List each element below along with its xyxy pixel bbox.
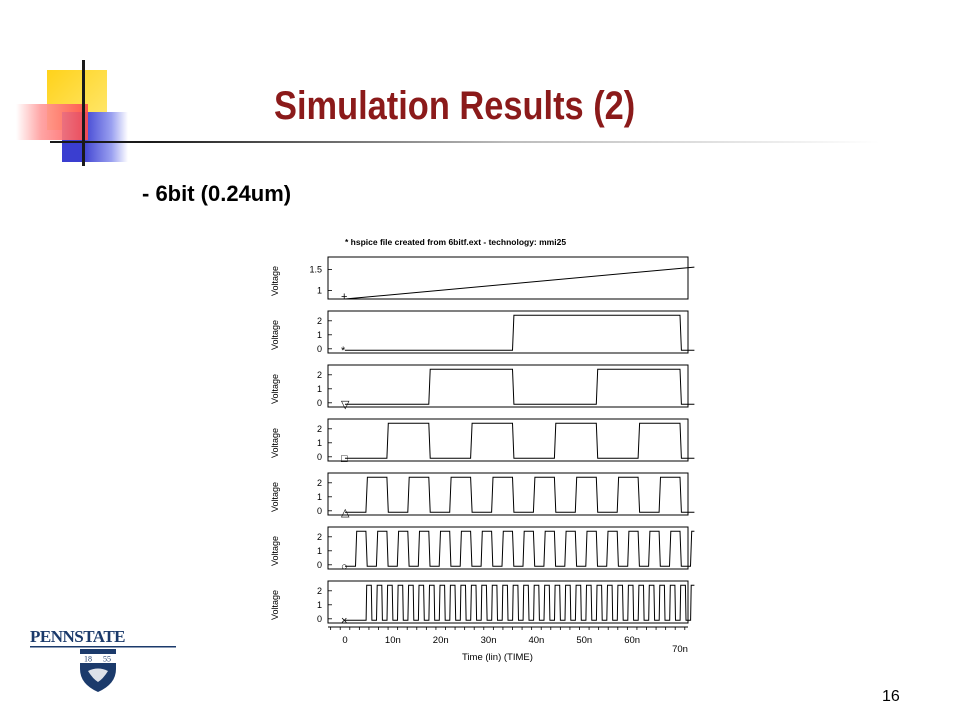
x-tick-label: 0 bbox=[342, 635, 347, 646]
x-axis: 0 10n 20n 30n 40n 50n 60n 70n bbox=[328, 626, 688, 655]
y-axis-label: Voltage bbox=[270, 374, 280, 404]
y-tick-label: 1 bbox=[317, 438, 322, 448]
y-tick-label: 0 bbox=[317, 452, 322, 462]
series-line bbox=[345, 422, 695, 459]
series-marker: * bbox=[341, 345, 346, 357]
y-tick-label: 1 bbox=[317, 600, 322, 610]
panel-3: Voltage 2 1 0 ▽ bbox=[270, 364, 695, 411]
y-tick-label: 0 bbox=[317, 560, 322, 570]
y-tick-label: 2 bbox=[317, 532, 322, 542]
panel-1: Voltage 1.5 1 + bbox=[270, 256, 695, 303]
slide-subtitle: - 6bit (0.24um) bbox=[142, 181, 292, 206]
y-tick-label: 2 bbox=[317, 586, 322, 596]
x-tick-label: 30n bbox=[481, 635, 497, 646]
panel-7: Voltage 2 1 0 × bbox=[270, 580, 695, 627]
series-marker: × bbox=[341, 615, 347, 627]
panel-2: Voltage 2 1 0 * bbox=[270, 310, 695, 357]
panel-frame bbox=[327, 580, 689, 624]
x-tick-label: 50n bbox=[576, 635, 592, 646]
y-tick-label: 1 bbox=[317, 492, 322, 502]
panel-4: Voltage 2 1 0 □ bbox=[270, 418, 695, 465]
panel-frame bbox=[327, 472, 689, 516]
y-tick-label: 1 bbox=[317, 330, 322, 340]
y-tick-label: 2 bbox=[317, 370, 322, 380]
y-tick-label: 2 bbox=[317, 424, 322, 434]
series-marker: ○ bbox=[341, 561, 348, 573]
shield-band bbox=[80, 654, 116, 663]
x-tick-label: 10n bbox=[385, 635, 401, 646]
series-line bbox=[345, 368, 695, 405]
panel-6: Voltage 2 1 0 ○ bbox=[270, 526, 695, 573]
chart-title: * hspice file created from 6bitf.ext - t… bbox=[345, 237, 566, 247]
series-line bbox=[345, 314, 695, 351]
panel-frame bbox=[327, 364, 689, 408]
y-tick-label: 2 bbox=[317, 316, 322, 326]
x-axis-label: Time (lin) (TIME) bbox=[462, 652, 533, 663]
x-tick-label: 20n bbox=[433, 635, 449, 646]
page-number: 16 bbox=[882, 688, 900, 705]
chart-panels: Voltage 1.51+Voltage 210 *Voltage 210 ▽Voltag… bbox=[270, 256, 695, 627]
y-tick-label: 2 bbox=[317, 478, 322, 488]
panel-frame bbox=[327, 418, 689, 462]
logo-wordmark: PENNSTATE bbox=[30, 627, 125, 646]
y-axis-label: Voltage bbox=[270, 536, 280, 566]
logo-year-right: 55 bbox=[103, 655, 111, 664]
panel-frame bbox=[327, 310, 689, 354]
panel-frame bbox=[327, 526, 689, 570]
panel-frame bbox=[327, 256, 689, 300]
panel-5: Voltage 2 1 0 △ bbox=[270, 472, 695, 519]
y-axis-label: Voltage bbox=[270, 482, 280, 512]
y-axis-label: Voltage bbox=[270, 320, 280, 350]
logo-year-left: 18 bbox=[84, 655, 92, 664]
series-line bbox=[345, 584, 695, 621]
series-line bbox=[345, 476, 695, 513]
y-axis-label: Voltage bbox=[270, 590, 280, 620]
logo-underline bbox=[30, 646, 176, 648]
y-tick-label: 1 bbox=[317, 286, 322, 296]
y-tick-label: 1 bbox=[317, 384, 322, 394]
y-axis-label: Voltage bbox=[270, 428, 280, 458]
y-tick-label: 0 bbox=[317, 506, 322, 516]
y-tick-label: 1 bbox=[317, 546, 322, 556]
series-marker: □ bbox=[341, 453, 348, 465]
decor-horizontal-rule bbox=[50, 141, 880, 143]
x-tick-label: 40n bbox=[528, 635, 544, 646]
pennstate-logo: PENNSTATE 18 55 bbox=[30, 627, 176, 692]
y-tick-label: 0 bbox=[317, 344, 322, 354]
decor-vertical-line bbox=[82, 60, 85, 166]
waveform-chart: * hspice file created from 6bitf.ext - t… bbox=[270, 237, 695, 663]
y-tick-label: 0 bbox=[317, 398, 322, 408]
y-tick-label: 1.5 bbox=[309, 265, 322, 275]
series-line bbox=[344, 266, 695, 300]
shield-emblem bbox=[88, 668, 108, 682]
y-tick-label: 0 bbox=[317, 614, 322, 624]
decor-red-square bbox=[16, 104, 88, 140]
series-marker: + bbox=[341, 291, 347, 303]
x-tick-label: 60n bbox=[624, 635, 640, 646]
series-marker: ▽ bbox=[341, 399, 350, 411]
series-line bbox=[345, 530, 695, 567]
slide-title: Simulation Results (2) bbox=[274, 84, 636, 128]
series-marker: △ bbox=[341, 507, 350, 519]
x-tick-label: 70n bbox=[672, 644, 688, 655]
y-axis-label: Voltage bbox=[270, 266, 280, 296]
